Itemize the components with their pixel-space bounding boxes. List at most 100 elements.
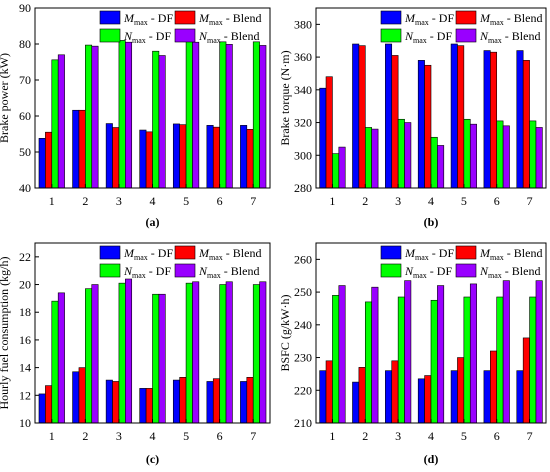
x-tick-label: 3 [116,429,122,443]
legend-swatch [174,28,196,43]
bar [502,280,510,424]
bar [371,286,379,424]
bar [139,388,147,424]
y-tick-label: 240 [294,318,312,332]
bar [72,371,80,424]
bar [152,293,160,424]
legend-entry-sub: max [207,36,221,45]
bar [364,301,372,424]
x-tick-label: 2 [82,429,88,443]
bar [219,284,227,424]
legend-entry-main: M [198,246,210,260]
y-tick-label: 230 [294,351,312,365]
bar [145,388,153,424]
bar [212,126,220,189]
legend-entry: Nmax - Blend [198,264,259,280]
chart-panel-d: 210 220 230 240 250 260 1 2 3 4 5 6 7 BSFC (g/kW·h) (d… [278,242,547,466]
y-tick-label: 60 [19,109,31,123]
bar [45,385,53,424]
legend-swatch [380,28,402,43]
panel-label: (b) [424,215,439,229]
x-tick-label: 1 [49,194,55,208]
x-tick-label: 5 [461,429,467,443]
legend-entry-rest: - DF [427,264,453,278]
y-axis-label: Hourly fuel consumption (kg/h) [0,257,11,410]
bar [516,370,524,424]
bar [457,357,465,424]
bar [91,284,99,424]
bar [319,87,327,189]
y-tick-label: 40 [19,181,31,195]
bar [352,43,360,189]
bar [91,45,99,189]
bar [118,282,126,424]
x-tick-label: 2 [82,194,88,208]
legend-entry-sub: max [132,36,146,45]
panel-label: (a) [146,215,160,229]
bar [105,379,113,424]
legend-entry-sub: max [415,18,429,27]
bar [118,40,126,189]
legend-swatch [99,245,121,260]
bar [417,378,425,424]
bar [516,50,524,189]
legend-swatch [455,10,477,25]
x-tick-label: 4 [150,194,156,208]
y-tick-label: 380 [294,17,312,31]
y-tick-label: 280 [294,181,312,195]
x-tick-label: 5 [461,194,467,208]
legend-entry-rest: - DF [427,29,453,43]
bar [152,50,160,189]
x-tick-label: 3 [395,429,401,443]
legend-entry-rest: - Blend [221,29,260,43]
y-tick-label: 80 [19,37,31,51]
bar [72,109,80,189]
x-tick-label: 6 [217,429,223,443]
legend-entry-rest: - DF [429,246,455,260]
bar [385,43,393,189]
bar [240,381,248,424]
bar [225,44,233,189]
legend-entry-main: M [123,246,135,260]
bar [364,127,372,189]
x-tick-label: 5 [183,429,189,443]
bar [397,118,405,189]
bar [206,381,214,424]
panel-label: (d) [424,452,439,466]
x-tick-label: 6 [494,194,500,208]
legend-swatch [174,245,196,260]
bar [391,360,399,424]
bar [78,367,86,424]
bar [391,55,399,189]
y-tick-label: 50 [19,145,31,159]
bar [192,41,200,189]
legend-entry: Mmax - DF [123,11,173,27]
legend-entry-sub: max [209,18,223,27]
x-tick-label: 2 [362,429,368,443]
legend-entry: Mmax - Blend [479,11,542,27]
bar [185,282,193,424]
bar [112,127,120,189]
x-tick-label: 7 [250,194,256,208]
bar [57,292,65,424]
legend-entry-rest: - Blend [502,264,541,278]
legend-entry-main: N [479,264,489,278]
legend-swatch [99,263,121,278]
legend-entry-rest: - DF [148,11,174,25]
legend-entry-sub: max [209,253,223,262]
legend-entry-main: M [404,11,416,25]
legend-entry-sub: max [134,18,148,27]
legend-entry-rest: - DF [146,264,172,278]
legend-entry-sub: max [413,36,427,45]
bar [206,125,214,189]
bar [457,45,465,189]
bar [483,370,491,424]
bar [252,41,260,189]
legend-entry-main: M [123,11,135,25]
bar [469,283,477,424]
legend-entry: Nmax - DF [123,264,171,280]
legend-swatch [99,10,121,25]
